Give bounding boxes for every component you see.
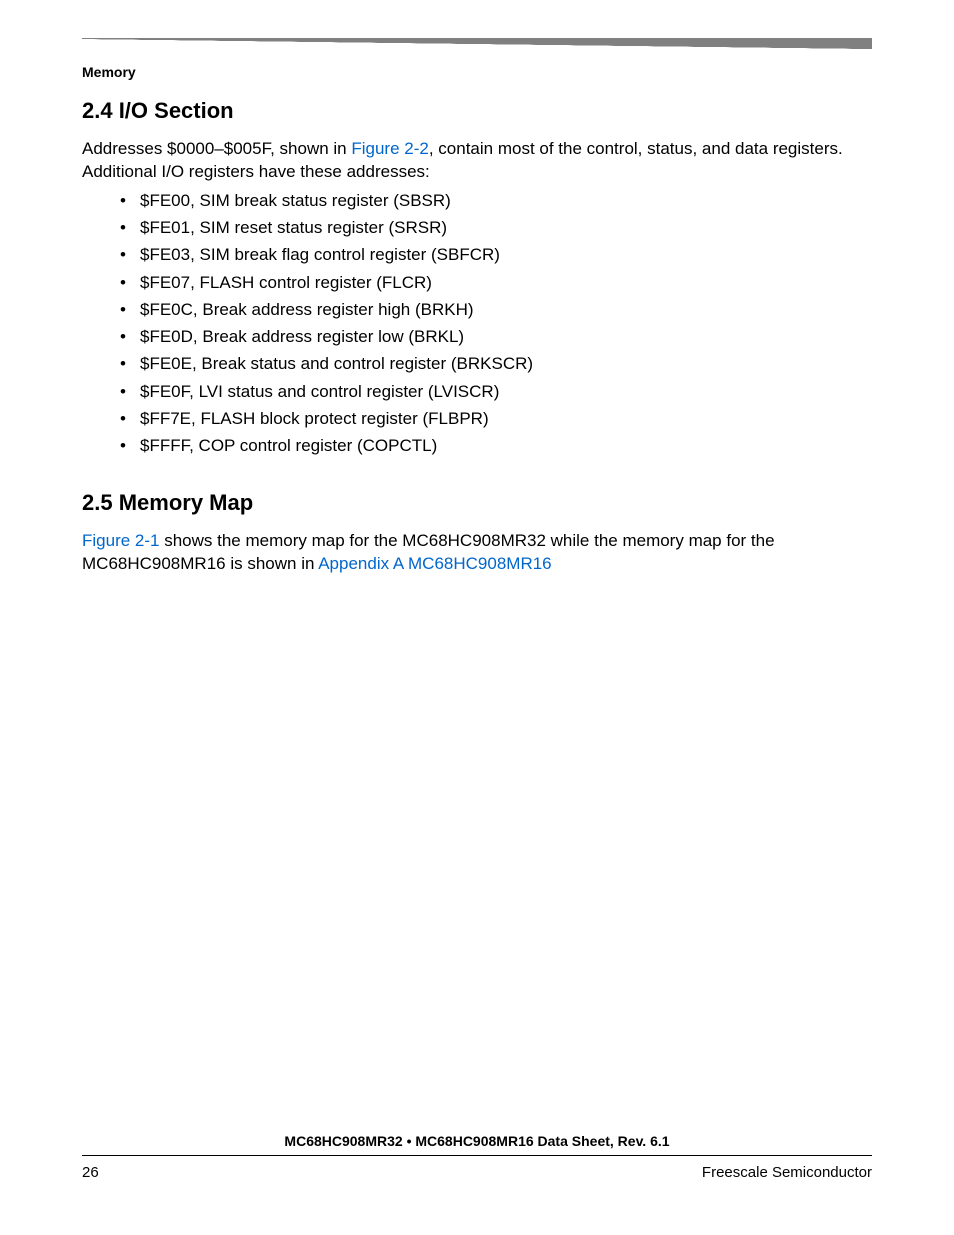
footer-company: Freescale Semiconductor — [702, 1164, 872, 1181]
list-item: $FE03, SIM break flag control register (… — [120, 242, 872, 269]
chapter-label: Memory — [82, 64, 872, 80]
figure-2-1-link[interactable]: Figure 2-1 — [82, 531, 159, 550]
page: Memory 2.4 I/O Section Addresses $0000–$… — [0, 0, 954, 1235]
appendix-a-link[interactable]: Appendix A MC68HC908MR16 — [318, 554, 551, 573]
figure-2-2-link[interactable]: Figure 2-2 — [351, 139, 428, 158]
page-footer: MC68HC908MR32 • MC68HC908MR16 Data Sheet… — [82, 1133, 872, 1181]
section-2-4-heading: 2.4 I/O Section — [82, 98, 872, 124]
intro-text-pre: Addresses $0000–$005F, shown in — [82, 139, 351, 158]
list-item: $FE0F, LVI status and control register (… — [120, 379, 872, 406]
list-item: $FFFF, COP control register (COPCTL) — [120, 433, 872, 460]
list-item: $FE0D, Break address register low (BRKL) — [120, 324, 872, 351]
list-item: $FE0E, Break status and control register… — [120, 351, 872, 378]
list-item: $FE07, FLASH control register (FLCR) — [120, 270, 872, 297]
list-item: $FE00, SIM break status register (SBSR) — [120, 188, 872, 215]
section-2-5-heading: 2.5 Memory Map — [82, 490, 872, 516]
header-rule-wedge — [82, 39, 872, 49]
list-item: $FF7E, FLASH block protect register (FLB… — [120, 406, 872, 433]
section-2-5-body: Figure 2-1 shows the memory map for the … — [82, 530, 872, 576]
footer-rule — [82, 1155, 872, 1156]
list-item: $FE01, SIM reset status register (SRSR) — [120, 215, 872, 242]
page-number: 26 — [82, 1164, 99, 1181]
list-item: $FE0C, Break address register high (BRKH… — [120, 297, 872, 324]
footer-doc-title: MC68HC908MR32 • MC68HC908MR16 Data Sheet… — [82, 1133, 872, 1149]
footer-row: 26 Freescale Semiconductor — [82, 1164, 872, 1181]
section-2-4-intro: Addresses $0000–$005F, shown in Figure 2… — [82, 138, 872, 184]
register-list: $FE00, SIM break status register (SBSR) … — [120, 188, 872, 461]
header-rule — [82, 38, 872, 56]
